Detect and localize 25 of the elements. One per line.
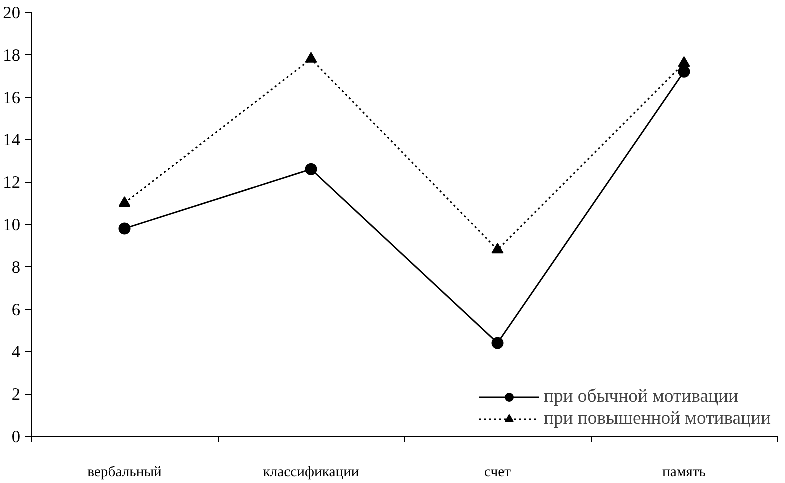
y-tick-label: 12: [3, 173, 20, 192]
y-tick-label: 18: [3, 46, 20, 65]
x-tick-label: счет: [484, 464, 512, 480]
y-tick-label: 20: [3, 4, 20, 22]
legend-label: при повышенной мотивации: [544, 408, 771, 430]
point: [492, 337, 504, 350]
y-tick-label: 2: [12, 385, 21, 404]
x-tick-label: память: [662, 464, 706, 480]
point: [678, 56, 690, 68]
legend-label: при обычной мотивации: [544, 386, 738, 408]
x-tick-label: вербальный: [88, 464, 162, 480]
point: [118, 196, 131, 207]
y-tick-label: 14: [3, 130, 21, 150]
point: [305, 52, 318, 63]
y-tick-label: 6: [12, 300, 21, 320]
point: [678, 66, 690, 78]
y-tick-label: 8: [12, 258, 21, 277]
y-tick-label: 10: [3, 216, 20, 234]
y-tick-label: 4: [12, 342, 21, 362]
point: [305, 163, 318, 176]
y-tick-label: 0: [12, 428, 21, 446]
point: [492, 243, 504, 254]
y-tick-label: 16: [3, 88, 21, 108]
point: [118, 222, 131, 235]
x-tick-label: классификации: [263, 464, 360, 480]
